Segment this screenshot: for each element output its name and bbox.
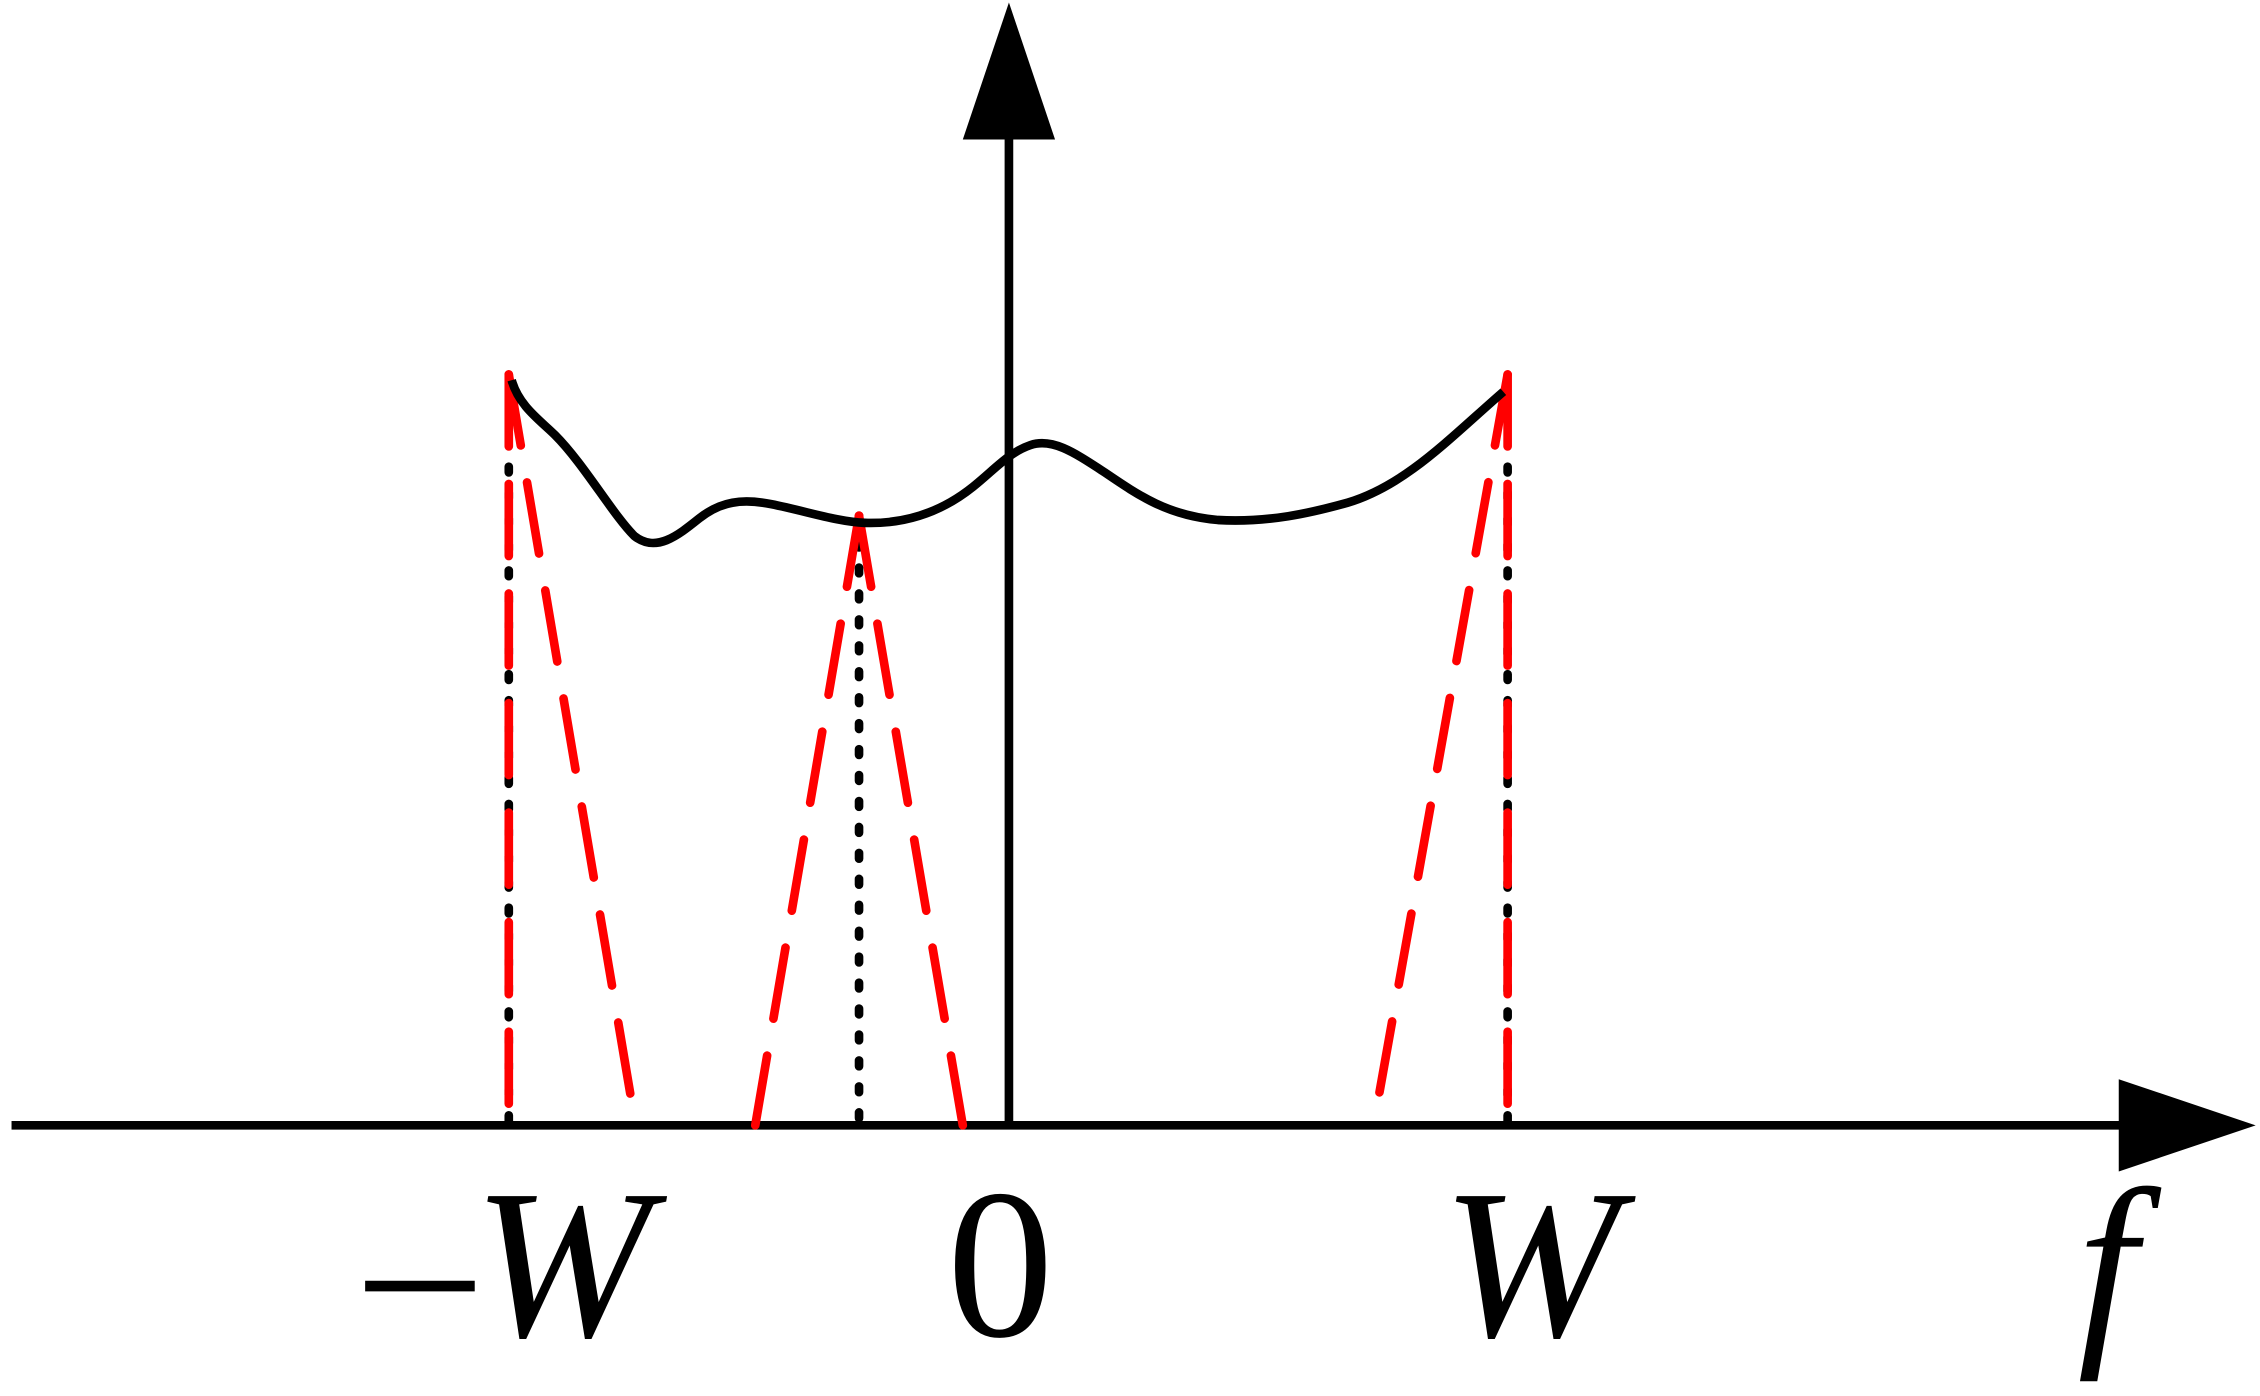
red-dashed-slope-right-sample bbox=[854, 511, 968, 1130]
red-dashed-slope-neg-w bbox=[504, 370, 640, 1130]
frequency-axis-arrowhead bbox=[2118, 1079, 2256, 1172]
frequency-axis bbox=[11, 1079, 2256, 1172]
spectrum-curve bbox=[507, 378, 1507, 548]
red-dashed-lines bbox=[504, 370, 1512, 1130]
red-dashed-slope-left-sample bbox=[750, 511, 864, 1130]
tick-label-zero: 0 bbox=[947, 1147, 1054, 1383]
dotted-markers bbox=[504, 462, 1512, 1130]
red-dashed-slope-pos-w bbox=[1369, 370, 1512, 1130]
amplitude-axis bbox=[962, 2, 1056, 1126]
tick-label-pos-w: W bbox=[1442, 1147, 1636, 1383]
frequency-axis-label: f bbox=[2078, 1147, 2162, 1383]
tick-label-neg-w: –W bbox=[365, 1147, 668, 1383]
amplitude-axis-arrowhead bbox=[962, 2, 1056, 140]
